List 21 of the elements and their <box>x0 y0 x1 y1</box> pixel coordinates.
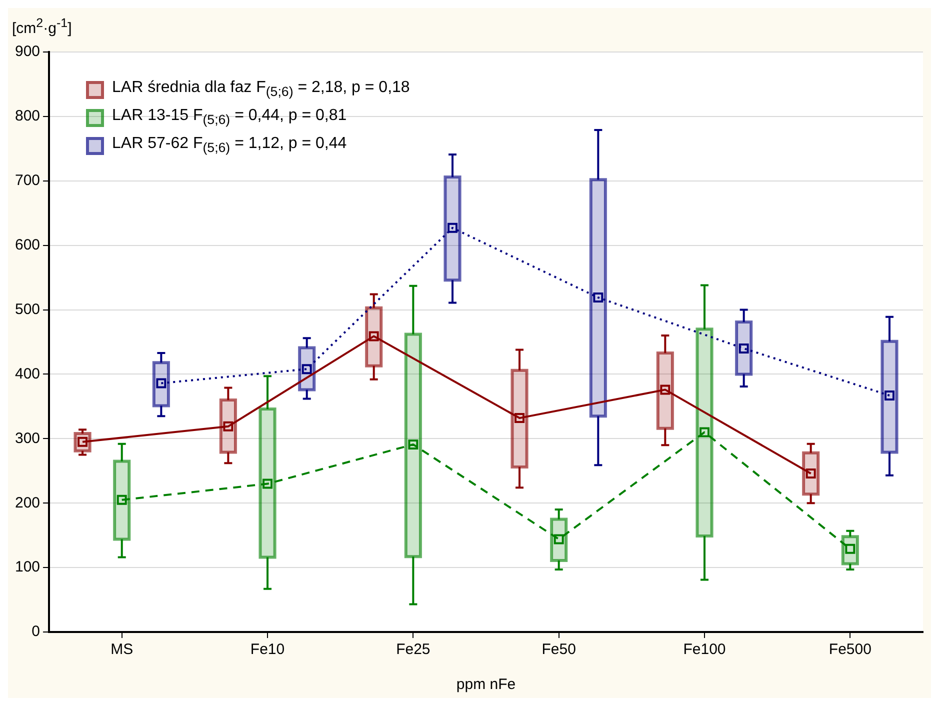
y-tick-label: 100 <box>14 558 40 576</box>
y-tick-label: 900 <box>14 43 40 60</box>
y-tick-label: 700 <box>14 172 40 190</box>
y-tick-label: 300 <box>14 430 40 447</box>
y-tick-label: 0 <box>32 623 40 640</box>
x-tick-label: Fe500 <box>828 641 872 658</box>
y-axis-title: [cm$^{2}$·g$^{-1}$] <box>12 16 72 37</box>
y-tick-label: 800 <box>14 108 40 125</box>
x-axis-title: ppm nFe <box>456 676 516 694</box>
x-tick-label: Fe50 <box>542 641 576 658</box>
x-tick-label: Fe10 <box>250 641 285 658</box>
y-tick-label: 500 <box>14 300 40 318</box>
legend-label: LAR średnia dla faz F$_{(5;6)}$ = 2,18, p = 0,18 <box>112 78 410 102</box>
legend-label: LAR 13-15 F$_{(5;6)}$ = 0,44, p = 0,81 <box>112 106 347 130</box>
legend-label: LAR 57-62 F$_{(5;6)}$ = 1,12, p = 0,44 <box>112 134 347 158</box>
y-tick-label: 600 <box>14 236 40 254</box>
x-tick-label: Fe25 <box>396 641 430 658</box>
x-tick-label: MS <box>110 641 134 658</box>
y-tick-label: 200 <box>14 494 40 512</box>
y-tick-label: 400 <box>14 365 40 382</box>
x-tick-label: Fe100 <box>683 641 726 658</box>
